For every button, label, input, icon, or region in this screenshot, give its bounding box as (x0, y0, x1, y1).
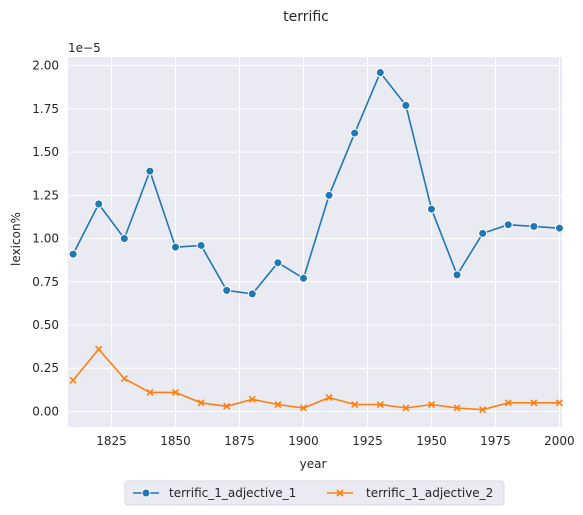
data-point (298, 273, 308, 283)
legend-marker (141, 488, 151, 498)
data-point (351, 400, 359, 409)
data-point (120, 375, 128, 383)
series-1 (68, 68, 564, 299)
y-tick-label: 0.25 (32, 361, 59, 375)
data-point (504, 399, 512, 407)
y-tick-label: 1.25 (32, 188, 59, 202)
y-tick-label: 1.00 (32, 232, 59, 246)
series-group (68, 68, 564, 414)
legend-label: terrific_1_adjective_1 (169, 486, 296, 500)
y-tick-label: 2.00 (32, 59, 59, 73)
data-point (479, 406, 487, 414)
data-point (223, 402, 231, 410)
data-point (402, 404, 410, 412)
x-tick-label: 1875 (224, 434, 255, 448)
data-point (196, 240, 206, 250)
data-point (69, 376, 77, 384)
series-2 (69, 345, 564, 414)
data-point (171, 242, 181, 252)
y-tick-label: 0.75 (32, 275, 59, 289)
y-axis-label: lexicon% (9, 212, 23, 266)
legend-box (124, 480, 505, 506)
x-tick-labels: 1825 1850 1875 1900 1925 1950 1975 2000 (96, 434, 574, 448)
y-tick-labels: 0.00 0.25 0.50 0.75 1.00 1.25 1.50 1.75 2.00 (32, 59, 59, 419)
data-point (452, 270, 462, 280)
y-tick-label: 0.50 (32, 318, 59, 332)
x-tick-label: 1825 (96, 434, 127, 448)
data-point (146, 388, 154, 396)
legend-entry: terrific_1_adjective_2 (327, 486, 493, 500)
y-scale-label: 1e−5 (68, 41, 101, 55)
x-tick-label: 1850 (160, 434, 191, 448)
data-point (299, 404, 308, 412)
data-point (119, 234, 129, 244)
legend-label: terrific_1_adjective_2 (366, 486, 493, 500)
data-point (350, 128, 360, 138)
data-point (427, 400, 436, 409)
data-point (555, 399, 564, 407)
data-point (453, 404, 461, 412)
y-tick-label: 1.75 (32, 102, 59, 116)
data-point (503, 220, 513, 230)
data-point (171, 388, 180, 396)
data-point (273, 258, 283, 268)
data-point (68, 249, 78, 259)
data-point (247, 289, 257, 299)
data-point (324, 190, 334, 200)
legend-marker (336, 489, 344, 497)
x-tick-label: 1925 (352, 434, 383, 448)
data-point (248, 395, 256, 403)
data-point (222, 285, 232, 295)
x-tick-label: 1975 (480, 434, 511, 448)
x-tick-label: 2000 (544, 434, 575, 448)
data-point (274, 400, 282, 409)
series-line (72, 71, 560, 295)
data-point (145, 166, 155, 176)
data-point (554, 223, 564, 233)
data-point (197, 399, 205, 407)
x-tick-label: 1950 (416, 434, 447, 448)
data-point (94, 199, 104, 209)
data-point (325, 394, 333, 402)
data-point (529, 221, 539, 231)
gridlines (68, 57, 562, 427)
legend-entry: terrific_1_adjective_1 (133, 486, 296, 500)
series-line (72, 347, 560, 411)
data-point (478, 228, 488, 238)
x-tick-label: 1900 (288, 434, 319, 448)
data-point (426, 204, 436, 214)
data-point (375, 68, 385, 78)
legend: terrific_1_adjective_1 terrific_1_adjecti… (124, 480, 505, 506)
chart-title: terrific (283, 9, 329, 25)
data-point (95, 345, 103, 353)
data-point (376, 400, 384, 409)
data-point (530, 399, 538, 407)
y-tick-label: 0.00 (32, 404, 59, 418)
y-tick-label: 1.50 (32, 145, 59, 159)
data-point (401, 100, 411, 110)
x-axis-label: year (300, 457, 327, 471)
